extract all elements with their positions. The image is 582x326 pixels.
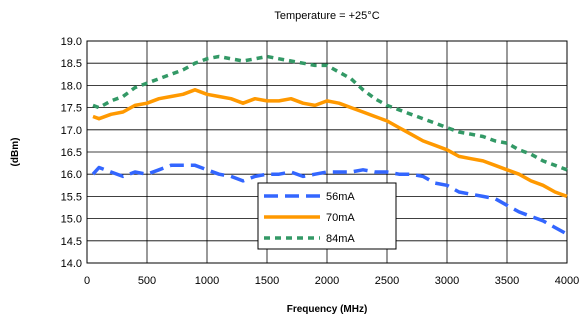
x-tick-label: 2500 — [375, 275, 399, 287]
y-tick-label: 15.5 — [61, 191, 82, 203]
x-tick-label: 500 — [138, 275, 156, 287]
x-axis-title: Frequency (MHz) — [287, 304, 368, 315]
y-axis: 14.0 14.5 15.0 15.5 16.0 16.5 17.0 17.5 18.0 18.5… — [61, 36, 82, 270]
legend-label-56mA: 56mA — [326, 191, 355, 203]
x-axis: 0 500 1000 1500 2000 2500 3000 3500 4000 — [84, 275, 579, 287]
y-tick-label: 14.0 — [61, 258, 82, 270]
gridlines — [87, 41, 567, 263]
x-tick-label: 1000 — [195, 275, 219, 287]
y-tick-label: 19.0 — [61, 36, 82, 48]
x-tick-label: 1500 — [255, 275, 279, 287]
x-tick-label: 3500 — [495, 275, 519, 287]
y-tick-label: 17.5 — [61, 103, 82, 115]
y-tick-label: 16.5 — [61, 147, 82, 159]
y-tick-label: 14.5 — [61, 236, 82, 248]
y-tick-label: 16.0 — [61, 169, 82, 181]
y-tick-label: 18.5 — [61, 58, 82, 70]
legend: 56mA 70mA 84mA — [257, 182, 397, 250]
series-line-84mA — [92, 54, 568, 172]
y-tick-label: 17.0 — [61, 125, 82, 137]
y-tick-label: 15.0 — [61, 214, 82, 226]
x-tick-label: 2000 — [315, 275, 339, 287]
x-tick-label: 4000 — [555, 275, 579, 287]
series-line-56mA — [91, 163, 568, 236]
y-axis-title: (dBm) — [10, 138, 21, 167]
series-group — [91, 54, 568, 236]
chart-title: Temperature = +25°C — [274, 10, 379, 22]
x-tick-label: 0 — [84, 275, 90, 287]
legend-label-70mA: 70mA — [326, 212, 355, 224]
series-line-70mA — [92, 88, 568, 199]
legend-label-84mA: 84mA — [326, 233, 355, 245]
y-tick-label: 18.0 — [61, 80, 82, 92]
x-tick-label: 3000 — [435, 275, 459, 287]
